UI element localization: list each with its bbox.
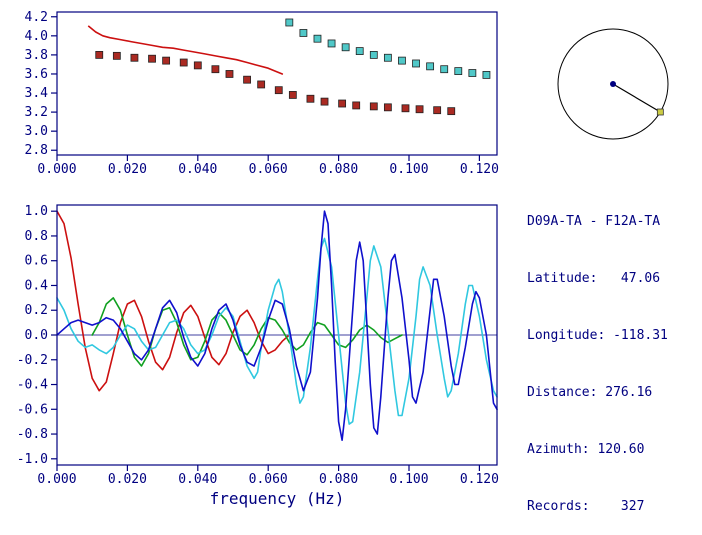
axis-label: 3.8 — [25, 48, 48, 63]
latitude-value: Latitude: 47.06 — [527, 271, 661, 286]
axis-label: 2.8 — [25, 143, 48, 158]
phase-velocity-points-marker — [285, 18, 294, 27]
phase-velocity-points-marker — [313, 34, 322, 43]
axis-label: -1.0 — [17, 452, 48, 467]
group-velocity-points-marker — [179, 58, 188, 67]
group-velocity-points-marker — [193, 61, 202, 70]
group-velocity-points-marker — [338, 99, 347, 108]
axis-label: -0.2 — [17, 353, 48, 368]
phase-velocity-points-marker — [299, 29, 308, 37]
phase-velocity-points-marker — [383, 53, 392, 62]
source-station-dot — [610, 81, 616, 87]
group-velocity-points-marker — [383, 103, 392, 112]
axis-label: 0.060 — [249, 162, 288, 177]
group-velocity-points-marker — [274, 86, 283, 95]
axis-label: 0.6 — [25, 254, 48, 269]
group-velocity-points-marker — [401, 104, 410, 113]
group-velocity-points-marker — [243, 75, 251, 84]
red-spectrum-trace-line — [56, 210, 291, 392]
reference-dispersion-curve-line — [87, 25, 284, 75]
axis-label: 0.4 — [25, 278, 49, 293]
group-velocity-points-marker — [433, 106, 442, 115]
axis-label: 0.100 — [389, 162, 428, 177]
dispersion-analysis-figure: 0.000 0.020 0.040 0.060 0.080 0.100 0.120 2.8 3.… — [17, 10, 669, 508]
axis-label: -0.8 — [17, 427, 48, 442]
group-velocity-points-marker — [320, 97, 329, 106]
axis-label: 0.020 — [108, 162, 147, 177]
axis-label: 0.080 — [319, 472, 358, 487]
axis-label: frequency (Hz) — [210, 489, 345, 508]
axis-label: 4.0 — [25, 29, 48, 44]
phase-velocity-points-marker — [341, 43, 350, 52]
group-velocity-points-marker — [225, 70, 234, 78]
plot-frame — [56, 11, 498, 156]
axis-label: 4.2 — [25, 10, 48, 25]
phase-velocity-points-marker — [468, 69, 477, 77]
group-velocity-points-marker — [415, 105, 424, 114]
group-velocity-points-marker — [130, 53, 139, 62]
group-velocity-points-marker — [352, 101, 361, 110]
phase-velocity-points-marker — [355, 47, 364, 55]
group-velocity-points-marker — [306, 94, 315, 103]
axis-label: -0.4 — [17, 378, 48, 393]
records-count: Records: 327 — [527, 499, 645, 514]
dispersion-panel: 0.000 0.020 0.040 0.060 0.080 0.100 0.120 2.8 3.… — [25, 10, 499, 177]
axis-label: 0.000 — [37, 162, 76, 177]
axis-label: 0.020 — [108, 472, 147, 487]
axis-label: 0.2 — [25, 303, 48, 318]
phase-velocity-points-marker — [398, 56, 406, 65]
axis-label: 0.080 — [319, 162, 358, 177]
blue-spectrum-trace-line — [56, 210, 498, 441]
axis-label: 0.040 — [178, 472, 217, 487]
azimuth-line — [612, 83, 661, 113]
azimuth-value: Azimuth: 120.60 — [527, 442, 645, 457]
axis-label: 0.000 — [37, 472, 76, 487]
axis-label: -0.6 — [17, 402, 48, 417]
phase-velocity-points-marker — [412, 59, 420, 68]
group-velocity-points-marker — [211, 65, 220, 74]
longitude-value: Longitude: -118.31 — [527, 328, 668, 343]
target-station-marker — [656, 108, 664, 116]
group-velocity-points-marker — [95, 51, 104, 59]
phase-velocity-points-marker — [426, 62, 435, 71]
phase-velocity-points-marker — [454, 67, 463, 76]
axis-label: 0.100 — [389, 472, 428, 487]
axis-label: 0.120 — [460, 472, 499, 487]
dial-circle — [557, 28, 669, 140]
distance-value: Distance: 276.16 — [527, 385, 653, 400]
phase-velocity-points-marker — [327, 39, 336, 48]
phase-velocity-points-marker — [482, 71, 491, 79]
axis-label: 3.0 — [25, 124, 48, 139]
phase-velocity-points-marker — [440, 65, 449, 74]
axis-label: 0.060 — [249, 472, 288, 487]
axis-label: 0.120 — [460, 162, 499, 177]
group-velocity-points-marker — [112, 51, 121, 60]
measurement-info-panel: D09A-TA - F12A-TA Latitude: 47.06 Longit… — [527, 174, 668, 535]
axis-label: 0.0 — [25, 328, 48, 343]
group-velocity-points-marker — [148, 54, 156, 63]
axis-label: 3.4 — [25, 86, 49, 101]
cyan-spectrum-trace-line — [56, 237, 498, 425]
group-velocity-points-marker — [162, 56, 171, 65]
group-velocity-points-marker — [369, 102, 378, 111]
axis-label: 3.6 — [25, 67, 48, 82]
axis-label: 0.040 — [178, 162, 217, 177]
station-pair-label: D09A-TA - F12A-TA — [527, 214, 661, 229]
axis-label: 1.0 — [25, 204, 48, 219]
group-velocity-points-marker — [257, 80, 266, 89]
axis-label: 0.8 — [25, 229, 48, 244]
azimuth-dial — [557, 28, 669, 140]
group-velocity-points-marker — [447, 107, 456, 116]
axis-label: 3.2 — [25, 105, 48, 120]
phase-velocity-points-marker — [369, 51, 378, 59]
waveforms-panel: 0.000 0.020 0.040 0.060 0.080 0.100 0.120 -1.0 -… — [17, 204, 499, 508]
group-velocity-points-marker — [288, 91, 297, 99]
